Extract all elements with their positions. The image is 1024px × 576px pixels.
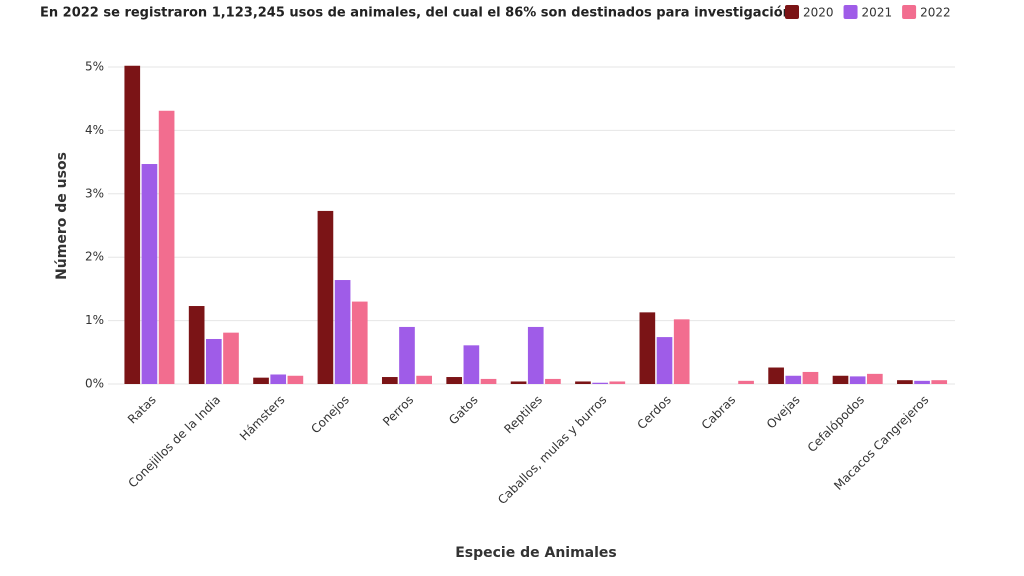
x-tick-label: Cerdos — [634, 393, 673, 432]
x-tick-label: Cabras — [699, 393, 739, 433]
legend-swatch — [843, 5, 858, 19]
bar — [673, 319, 690, 384]
x-tick-label: Cefalópodos — [805, 393, 867, 455]
y-tick-label: 5% — [85, 60, 104, 74]
y-axis-title: Número de usos — [54, 152, 70, 280]
bar — [768, 367, 784, 384]
bar — [463, 345, 480, 384]
bar — [527, 326, 544, 384]
chart-title: En 2022 se registraron 1,123,245 usos de… — [40, 6, 792, 21]
bar — [287, 375, 304, 384]
bar — [351, 301, 368, 384]
bar — [802, 371, 819, 384]
bar — [141, 164, 158, 384]
bar — [592, 382, 608, 384]
bar — [510, 381, 527, 384]
bar — [223, 332, 239, 384]
bar — [931, 380, 948, 384]
bar — [124, 65, 141, 384]
bar — [849, 376, 866, 384]
bar — [656, 337, 673, 384]
bar — [399, 326, 415, 384]
x-tick-label: Hámsters — [237, 393, 288, 444]
bar — [416, 375, 432, 384]
y-tick-label: 3% — [85, 186, 104, 200]
bar — [639, 312, 656, 384]
bar — [253, 377, 269, 384]
legend-label: 2022 — [920, 6, 951, 20]
bar — [545, 378, 561, 384]
bar — [609, 381, 626, 384]
bar — [785, 375, 802, 384]
bar — [158, 110, 175, 384]
x-tick-label: Gatos — [446, 393, 481, 428]
y-tick-label: 1% — [85, 313, 104, 327]
y-tick-label: 4% — [85, 123, 104, 137]
bar — [317, 210, 334, 384]
bar — [188, 306, 205, 384]
bar — [270, 374, 287, 384]
x-tick-label: Ratas — [125, 393, 159, 427]
x-tick-label: Ovejas — [764, 393, 803, 432]
bar — [480, 378, 497, 384]
bar — [575, 381, 591, 384]
bar — [867, 373, 883, 384]
y-tick-label: 2% — [85, 250, 104, 264]
bar — [897, 380, 913, 384]
x-tick-label: Caballos, mulas y burros — [495, 393, 609, 507]
x-tick-label: Perros — [380, 393, 416, 429]
x-axis-title: Especie de Animales — [455, 545, 617, 561]
bar — [205, 338, 222, 384]
bar — [446, 377, 463, 384]
x-tick-label: Conejos — [308, 393, 352, 437]
bar — [832, 375, 849, 384]
legend-label: 2020 — [803, 6, 834, 20]
legend-swatch — [902, 5, 917, 19]
bar — [334, 280, 351, 384]
bar — [381, 377, 398, 384]
y-tick-label: 0% — [85, 377, 104, 391]
x-tick-label: Reptiles — [501, 393, 545, 437]
bar — [914, 380, 930, 384]
legend-swatch — [785, 5, 799, 19]
legend-label: 2021 — [862, 6, 893, 20]
bar — [738, 380, 754, 384]
